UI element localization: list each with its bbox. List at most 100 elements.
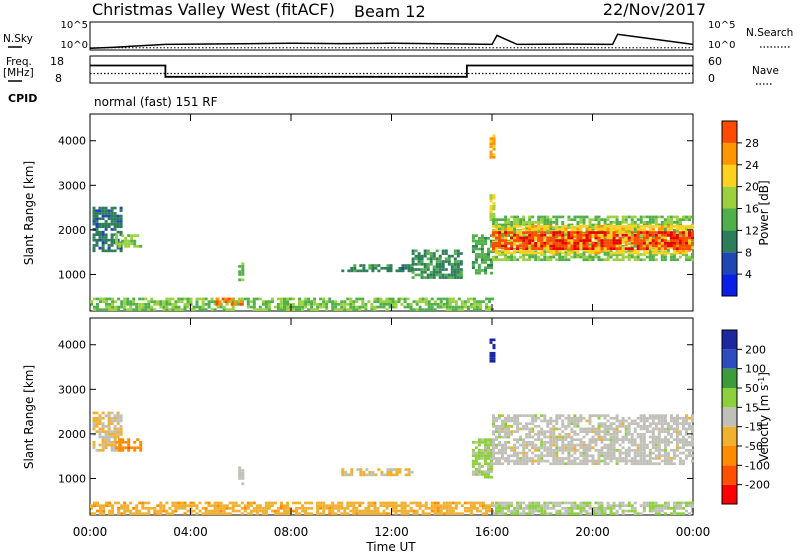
scatter-cell bbox=[415, 303, 419, 306]
scatter-cell bbox=[492, 425, 495, 428]
scatter-cell bbox=[107, 249, 111, 253]
scatter-cell bbox=[540, 446, 544, 450]
scatter-cell bbox=[513, 229, 517, 232]
scatter-cell bbox=[558, 255, 562, 259]
scatter-cell bbox=[648, 258, 652, 262]
scatter-cell bbox=[522, 457, 526, 460]
scatter-cell bbox=[370, 305, 374, 309]
scatter-cell bbox=[516, 250, 520, 254]
scatter-cell bbox=[531, 414, 535, 417]
scatter-cell bbox=[594, 246, 598, 250]
nave-label: Nave bbox=[752, 65, 779, 77]
scatter-cell bbox=[594, 241, 598, 245]
scatter-cell bbox=[651, 507, 655, 510]
scatter-cell bbox=[119, 416, 123, 420]
scatter-cell bbox=[504, 433, 508, 436]
scatter-cell bbox=[630, 462, 634, 466]
scatter-cell bbox=[472, 501, 476, 505]
scatter-cell bbox=[648, 430, 652, 433]
scatter-cell bbox=[99, 512, 102, 515]
scatter-cell bbox=[567, 454, 571, 458]
scatter-cell bbox=[525, 433, 529, 436]
scatter-cell bbox=[558, 416, 562, 420]
scatter-cell bbox=[540, 433, 544, 436]
scatter-cell bbox=[436, 305, 440, 309]
scatter-cell bbox=[681, 227, 685, 231]
scatter-cell bbox=[585, 227, 589, 231]
scatter-cell bbox=[597, 427, 601, 431]
scatter-cell bbox=[531, 459, 535, 463]
scatter-cell bbox=[501, 218, 504, 221]
scatter-cell bbox=[126, 297, 130, 301]
scatter-cell bbox=[576, 438, 580, 441]
scatter-cell bbox=[678, 512, 682, 515]
scatter-cell bbox=[540, 253, 544, 256]
scatter-cell bbox=[183, 303, 187, 306]
scatter-cell bbox=[177, 297, 181, 301]
scatter-cell bbox=[141, 507, 145, 510]
scatter-cell bbox=[685, 241, 688, 245]
scatter-cell bbox=[480, 255, 484, 259]
scatter-cell bbox=[555, 227, 559, 231]
scatter-cell bbox=[660, 507, 664, 510]
scatter-cell bbox=[675, 233, 679, 237]
scatter-cell bbox=[420, 268, 424, 271]
scatter-cell bbox=[328, 509, 332, 513]
scatter-cell bbox=[603, 433, 607, 436]
scatter-cell bbox=[688, 218, 691, 221]
scatter-cell bbox=[564, 230, 568, 233]
scatter-cell bbox=[406, 297, 410, 301]
scatter-cell bbox=[537, 233, 541, 237]
scatter-cell bbox=[222, 504, 226, 507]
scatter-cell bbox=[340, 305, 344, 309]
scatter-cell bbox=[301, 303, 305, 306]
scatter-cell bbox=[313, 297, 317, 301]
scatter-cell bbox=[639, 449, 643, 452]
scatter-cell bbox=[552, 435, 556, 439]
scatter-cell bbox=[451, 501, 455, 505]
scatter-cell bbox=[492, 414, 495, 417]
scatter-cell bbox=[642, 435, 646, 439]
scatter-cell bbox=[612, 233, 616, 237]
scatter-cell bbox=[218, 300, 222, 303]
nsearch-label: N.Search bbox=[746, 27, 793, 39]
scatter-cell bbox=[627, 454, 631, 458]
scatter-cell bbox=[213, 509, 217, 513]
scatter-cell bbox=[92, 209, 96, 213]
scatter-cell bbox=[579, 459, 583, 463]
power-colorbar-swatch bbox=[722, 186, 737, 209]
scatter-cell bbox=[630, 234, 634, 237]
scatter-cell bbox=[609, 457, 613, 460]
scatter-cell bbox=[507, 504, 511, 507]
scatter-cell bbox=[531, 215, 535, 219]
scatter-cell bbox=[531, 457, 535, 460]
scatter-cell bbox=[418, 305, 422, 309]
scatter-cell bbox=[264, 300, 268, 303]
scatter-cell bbox=[597, 451, 601, 455]
scatter-cell bbox=[485, 305, 488, 309]
scatter-cell bbox=[168, 512, 172, 515]
scatter-cell bbox=[627, 501, 631, 505]
scatter-cell bbox=[597, 414, 601, 417]
scatter-cell bbox=[657, 419, 661, 423]
scatter-cell bbox=[495, 246, 498, 250]
scatter-cell bbox=[516, 507, 520, 510]
scatter-cell bbox=[385, 507, 389, 510]
scatter-cell bbox=[558, 509, 562, 513]
scatter-cell bbox=[558, 501, 562, 505]
scatter-cell bbox=[672, 430, 676, 433]
scatter-cell bbox=[516, 504, 520, 507]
scatter-cell bbox=[501, 249, 504, 252]
scatter-cell bbox=[685, 441, 688, 444]
scatter-cell bbox=[546, 236, 550, 240]
scatter-cell bbox=[657, 236, 661, 240]
scatter-cell bbox=[564, 249, 568, 252]
scatter-cell bbox=[600, 414, 604, 417]
scatter-cell bbox=[498, 425, 501, 428]
scatter-cell bbox=[460, 300, 464, 303]
scatter-cell bbox=[549, 231, 553, 234]
velocity-colorbar-tick-label: -15 bbox=[745, 421, 763, 434]
scatter-cell bbox=[441, 252, 445, 255]
